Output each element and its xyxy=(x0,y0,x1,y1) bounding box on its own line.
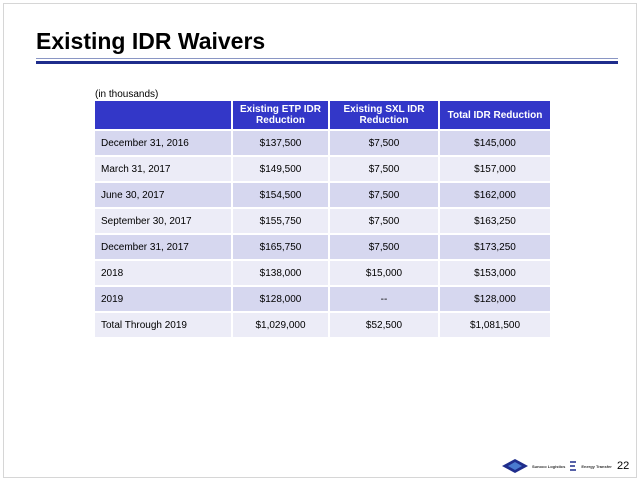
sunoco-logistics-logo-text: Sunoco Logistics xyxy=(532,463,566,469)
row-period: December 31, 2016 xyxy=(95,129,233,156)
row-sxl-value: $7,500 xyxy=(329,129,440,156)
table-header-row: Existing ETP IDR Reduction Existing SXL … xyxy=(95,101,550,130)
slide-title: Existing IDR Waivers xyxy=(36,28,266,54)
page-number: 22 xyxy=(617,460,630,472)
row-total-value: $1,081,500 xyxy=(439,311,550,337)
title-rule-thin xyxy=(36,58,618,59)
row-total-value: $162,000 xyxy=(439,181,550,208)
energy-transfer-logo-text: Energy Transfer xyxy=(581,463,612,469)
table-row: December 31, 2017 $165,750 $7,500 $173,2… xyxy=(95,233,550,260)
row-etp-value: $128,000 xyxy=(232,285,330,312)
idr-waivers-table: Existing ETP IDR Reduction Existing SXL … xyxy=(95,101,550,337)
row-period: 2018 xyxy=(95,259,233,286)
row-sxl-value: $15,000 xyxy=(329,259,440,286)
row-etp-value: $149,500 xyxy=(232,155,330,182)
row-etp-value: $137,500 xyxy=(232,129,330,156)
header-period xyxy=(95,101,233,130)
row-total-value: $128,000 xyxy=(439,285,550,312)
row-sxl-value: $7,500 xyxy=(329,233,440,260)
row-total-value: $145,000 xyxy=(439,129,550,156)
row-period: December 31, 2017 xyxy=(95,233,233,260)
header-total-reduction: Total IDR Reduction xyxy=(439,101,550,130)
row-sxl-value: $7,500 xyxy=(329,207,440,234)
table-row: December 31, 2016 $137,500 $7,500 $145,0… xyxy=(95,129,550,156)
row-period: Total Through 2019 xyxy=(95,311,233,337)
row-etp-value: $138,000 xyxy=(232,259,330,286)
row-total-value: $153,000 xyxy=(439,259,550,286)
row-etp-value: $165,750 xyxy=(232,233,330,260)
row-period: March 31, 2017 xyxy=(95,155,233,182)
header-sxl-reduction: Existing SXL IDR Reduction xyxy=(329,101,440,130)
energy-transfer-logo-icon xyxy=(570,461,577,471)
row-period: June 30, 2017 xyxy=(95,181,233,208)
table-row: 2019 $128,000 -- $128,000 xyxy=(95,285,550,312)
row-total-value: $157,000 xyxy=(439,155,550,182)
row-sxl-value: $52,500 xyxy=(329,311,440,337)
row-etp-value: $154,500 xyxy=(232,181,330,208)
row-total-value: $173,250 xyxy=(439,233,550,260)
row-sxl-value: -- xyxy=(329,285,440,312)
sunoco-logistics-logo-icon xyxy=(502,459,528,473)
row-total-value: $163,250 xyxy=(439,207,550,234)
table-total-row: Total Through 2019 $1,029,000 $52,500 $1… xyxy=(95,311,550,337)
table-row: 2018 $138,000 $15,000 $153,000 xyxy=(95,259,550,286)
row-period: 2019 xyxy=(95,285,233,312)
row-etp-value: $1,029,000 xyxy=(232,311,330,337)
table-row: September 30, 2017 $155,750 $7,500 $163,… xyxy=(95,207,550,234)
row-period: September 30, 2017 xyxy=(95,207,233,234)
row-sxl-value: $7,500 xyxy=(329,181,440,208)
footer-logos: Sunoco Logistics Energy Transfer xyxy=(502,459,612,473)
slide-frame xyxy=(3,3,637,478)
units-note: (in thousands) xyxy=(95,89,159,100)
header-etp-reduction: Existing ETP IDR Reduction xyxy=(232,101,330,130)
row-etp-value: $155,750 xyxy=(232,207,330,234)
row-sxl-value: $7,500 xyxy=(329,155,440,182)
table-row: June 30, 2017 $154,500 $7,500 $162,000 xyxy=(95,181,550,208)
title-rule-thick xyxy=(36,61,618,64)
table-row: March 31, 2017 $149,500 $7,500 $157,000 xyxy=(95,155,550,182)
